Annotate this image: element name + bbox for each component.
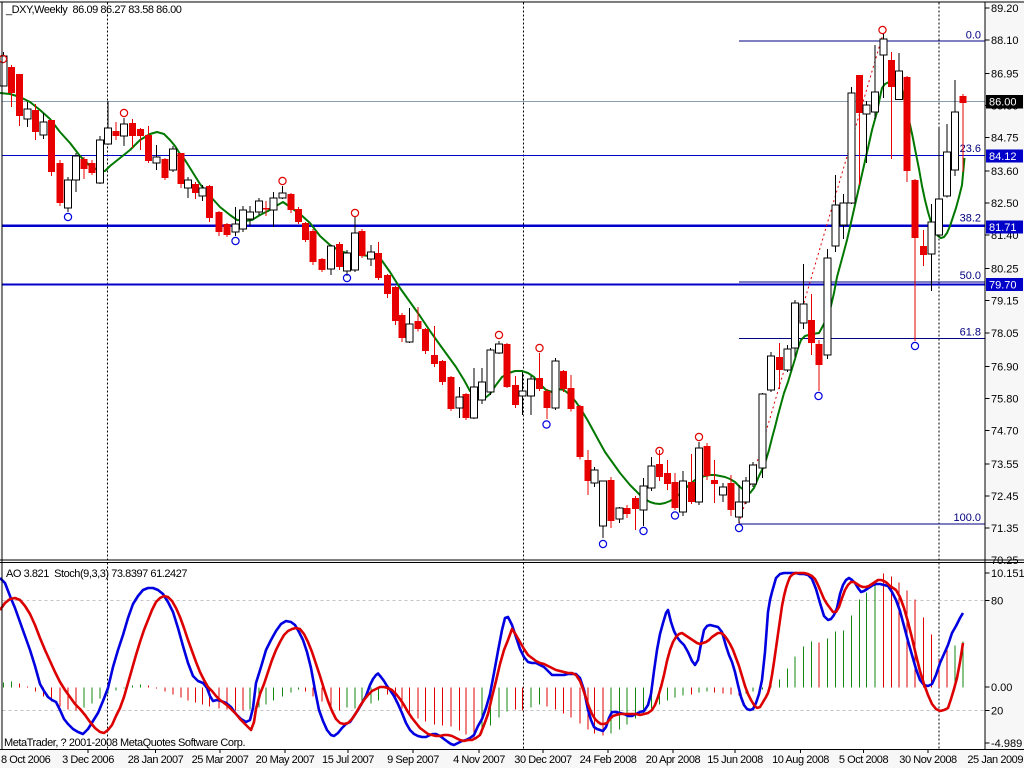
svg-text:10.151: 10.151 bbox=[991, 568, 1024, 580]
svg-text:76.90: 76.90 bbox=[991, 361, 1019, 373]
svg-text:81.71: 81.71 bbox=[989, 222, 1017, 234]
svg-text:9 Sep 2007: 9 Sep 2007 bbox=[387, 754, 439, 766]
svg-text:80: 80 bbox=[991, 596, 1003, 608]
svg-text:100.0: 100.0 bbox=[953, 512, 981, 524]
svg-text:80.25: 80.25 bbox=[991, 264, 1019, 276]
svg-text:71.35: 71.35 bbox=[991, 523, 1019, 535]
svg-text:_DXY,Weekly 86.09 86.27 83.58: _DXY,Weekly 86.09 86.27 83.58 86.00 bbox=[5, 4, 182, 16]
svg-text:74.70: 74.70 bbox=[991, 425, 1019, 437]
svg-text:15 Jun 2008: 15 Jun 2008 bbox=[707, 754, 763, 766]
svg-text:24 Feb 2008: 24 Feb 2008 bbox=[580, 754, 637, 766]
svg-text:73.55: 73.55 bbox=[991, 459, 1019, 471]
svg-text:20: 20 bbox=[991, 706, 1003, 718]
svg-text:25 Mar 2007: 25 Mar 2007 bbox=[192, 754, 249, 766]
svg-text:38.2: 38.2 bbox=[960, 213, 981, 225]
svg-text:50.0: 50.0 bbox=[960, 270, 981, 282]
svg-text:30 Nov 2008: 30 Nov 2008 bbox=[899, 754, 957, 766]
svg-text:79.15: 79.15 bbox=[991, 296, 1019, 308]
svg-text:20 Apr 2008: 20 Apr 2008 bbox=[646, 754, 701, 766]
svg-text:72.45: 72.45 bbox=[991, 491, 1019, 503]
svg-text:4 Nov 2007: 4 Nov 2007 bbox=[453, 754, 505, 766]
svg-text:70.25: 70.25 bbox=[991, 555, 1019, 567]
svg-text:-4.989: -4.989 bbox=[991, 738, 1022, 750]
svg-text:86.00: 86.00 bbox=[989, 97, 1017, 109]
svg-text:79.70: 79.70 bbox=[989, 280, 1017, 292]
svg-text:89.20: 89.20 bbox=[991, 3, 1019, 15]
svg-text:84.12: 84.12 bbox=[989, 151, 1017, 163]
svg-text:84.75: 84.75 bbox=[991, 133, 1019, 145]
svg-text:MetaTrader, ? 2001-2008 MetaQu: MetaTrader, ? 2001-2008 MetaQuotes Softw… bbox=[4, 737, 245, 749]
svg-text:30 Dec 2007: 30 Dec 2007 bbox=[514, 754, 572, 766]
svg-text:25 Jan 2009: 25 Jan 2009 bbox=[967, 754, 1023, 766]
svg-text:10 Aug 2008: 10 Aug 2008 bbox=[772, 754, 829, 766]
svg-text:0.00: 0.00 bbox=[991, 682, 1012, 694]
svg-text:61.8: 61.8 bbox=[960, 327, 981, 339]
svg-text:82.50: 82.50 bbox=[991, 198, 1019, 210]
svg-text:AO 3.821 Stoch(9,3,3) 73.8397: AO 3.821 Stoch(9,3,3) 73.8397 61.2427 bbox=[6, 568, 187, 580]
svg-text:5 Oct 2008: 5 Oct 2008 bbox=[839, 754, 889, 766]
svg-text:0.0: 0.0 bbox=[966, 30, 981, 42]
svg-text:3 Dec 2006: 3 Dec 2006 bbox=[62, 754, 114, 766]
svg-text:23.6: 23.6 bbox=[960, 143, 981, 155]
svg-text:78.05: 78.05 bbox=[991, 328, 1019, 340]
svg-text:86.95: 86.95 bbox=[991, 69, 1019, 81]
svg-text:83.60: 83.60 bbox=[991, 166, 1019, 178]
svg-text:15 Jul 2007: 15 Jul 2007 bbox=[322, 754, 374, 766]
svg-text:75.80: 75.80 bbox=[991, 393, 1019, 405]
svg-text:28 Jan 2007: 28 Jan 2007 bbox=[128, 754, 184, 766]
svg-text:8 Oct 2006: 8 Oct 2006 bbox=[1, 754, 51, 766]
svg-text:88.10: 88.10 bbox=[991, 35, 1019, 47]
svg-text:20 May 2007: 20 May 2007 bbox=[256, 754, 315, 766]
